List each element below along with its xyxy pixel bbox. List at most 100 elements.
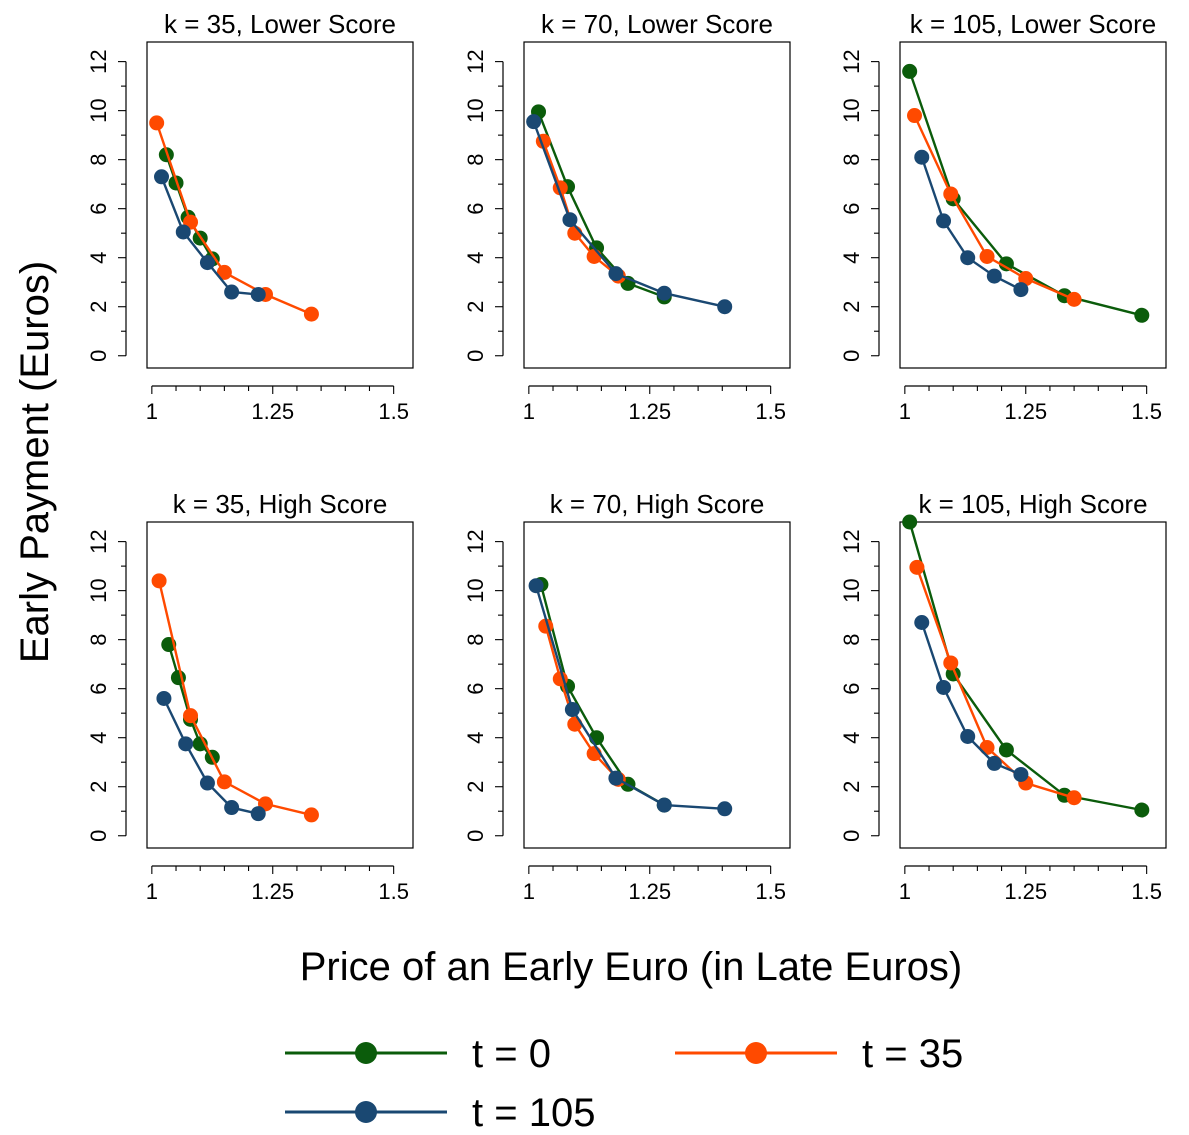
plot-frame bbox=[146, 41, 414, 369]
y-tick-label: 0 bbox=[86, 350, 111, 362]
panel-title: k = 105, High Score bbox=[918, 489, 1147, 519]
y-tick-label: 10 bbox=[839, 98, 864, 122]
y-tick-label: 4 bbox=[463, 252, 488, 264]
data-point bbox=[567, 716, 583, 732]
series-line bbox=[534, 585, 725, 810]
x-tick-label: 1.25 bbox=[1004, 879, 1047, 904]
data-point bbox=[526, 114, 542, 130]
data-point bbox=[1066, 790, 1082, 806]
data-point bbox=[656, 285, 672, 301]
data-point bbox=[1066, 291, 1082, 307]
data-point bbox=[528, 578, 544, 594]
plot-frame bbox=[899, 41, 1167, 369]
legend-label: t = 35 bbox=[862, 1032, 963, 1076]
data-point bbox=[1013, 766, 1029, 782]
plot-frame bbox=[899, 521, 1167, 849]
x-tick-label: 1 bbox=[146, 399, 158, 424]
x-axis-label: Price of an Early Euro (in Late Euros) bbox=[300, 945, 963, 989]
data-point bbox=[156, 690, 172, 706]
data-point bbox=[586, 248, 602, 264]
data-point bbox=[909, 559, 925, 575]
x-tick-label: 1.25 bbox=[251, 879, 294, 904]
panel-k-105-lower-score: k = 105, Lower Score 0 2 4 6 8 10 12 1 1.25 1.5 bbox=[839, 9, 1167, 424]
data-point bbox=[717, 299, 733, 315]
data-point bbox=[936, 679, 952, 695]
data-point bbox=[224, 800, 240, 816]
y-tick-label: 2 bbox=[463, 301, 488, 313]
data-point bbox=[250, 286, 266, 302]
series-line bbox=[157, 580, 312, 817]
legend: t = 0 t = 35 t = 105 bbox=[285, 1032, 963, 1135]
series-line bbox=[542, 140, 620, 278]
x-tick-label: 1.25 bbox=[628, 879, 671, 904]
y-tick-label: 2 bbox=[463, 781, 488, 793]
data-point bbox=[199, 775, 215, 791]
series-line bbox=[532, 121, 725, 308]
x-tick-label: 1.5 bbox=[1131, 399, 1162, 424]
data-point bbox=[183, 708, 199, 724]
legend-item-t-0: t = 0 bbox=[285, 1032, 551, 1076]
data-point bbox=[656, 797, 672, 813]
data-point bbox=[998, 256, 1014, 272]
y-tick-label: 6 bbox=[839, 203, 864, 215]
series-t-35 bbox=[535, 133, 626, 284]
panel-k-35-lower-score: k = 35, Lower Score 0 2 4 6 8 10 12 1 1.25 1.5 bbox=[86, 9, 414, 424]
series-t-0 bbox=[531, 104, 672, 305]
data-point bbox=[979, 740, 995, 756]
legend-swatch-marker bbox=[355, 1101, 377, 1123]
y-tick-label: 12 bbox=[463, 529, 488, 553]
panel-title: k = 70, Lower Score bbox=[541, 9, 773, 39]
y-tick-label: 6 bbox=[839, 683, 864, 695]
data-point bbox=[175, 224, 191, 240]
data-point bbox=[717, 801, 733, 817]
y-tick-label: 6 bbox=[86, 683, 111, 695]
data-point bbox=[151, 573, 167, 589]
legend-label: t = 105 bbox=[472, 1091, 595, 1135]
x-tick-label: 1.25 bbox=[628, 399, 671, 424]
y-tick-label: 6 bbox=[86, 203, 111, 215]
data-point bbox=[303, 306, 319, 322]
legend-swatch-marker bbox=[355, 1042, 377, 1064]
y-tick-label: 4 bbox=[86, 732, 111, 744]
y-tick-label: 8 bbox=[463, 634, 488, 646]
x-tick-label: 1.25 bbox=[1004, 399, 1047, 424]
data-point bbox=[199, 255, 215, 271]
data-point bbox=[178, 736, 194, 752]
data-point bbox=[979, 248, 995, 264]
data-point bbox=[960, 250, 976, 266]
y-tick-label: 12 bbox=[86, 529, 111, 553]
data-point bbox=[998, 742, 1014, 758]
x-tick-label: 1 bbox=[523, 879, 535, 904]
data-point bbox=[216, 774, 232, 790]
data-point bbox=[154, 169, 170, 185]
x-tick-label: 1 bbox=[523, 399, 535, 424]
plot-frame bbox=[146, 521, 414, 849]
series-t-105 bbox=[154, 169, 266, 302]
y-tick-label: 2 bbox=[86, 781, 111, 793]
y-tick-label: 8 bbox=[86, 154, 111, 166]
y-tick-label: 4 bbox=[463, 732, 488, 744]
data-point bbox=[936, 213, 952, 229]
y-tick-label: 8 bbox=[86, 634, 111, 646]
y-tick-label: 6 bbox=[463, 203, 488, 215]
series-t-0 bbox=[533, 577, 672, 813]
data-point bbox=[303, 807, 319, 823]
series-t-35 bbox=[909, 559, 1082, 806]
data-point bbox=[902, 514, 918, 530]
x-tick-label: 1.5 bbox=[1131, 879, 1162, 904]
data-point bbox=[943, 186, 959, 202]
plot-frame bbox=[523, 521, 791, 849]
data-point bbox=[224, 284, 240, 300]
x-tick-label: 1.25 bbox=[251, 399, 294, 424]
panel-k-70-high-score: k = 70, High Score 0 2 4 6 8 10 12 1 1.25 1.5 bbox=[463, 489, 791, 904]
x-tick-label: 1.5 bbox=[755, 399, 786, 424]
y-tick-label: 10 bbox=[86, 578, 111, 602]
data-point bbox=[960, 728, 976, 744]
x-tick-label: 1.5 bbox=[378, 399, 409, 424]
y-tick-label: 8 bbox=[463, 154, 488, 166]
x-tick-label: 1 bbox=[146, 879, 158, 904]
legend-item-t-105: t = 105 bbox=[285, 1091, 595, 1135]
y-tick-label: 4 bbox=[839, 252, 864, 264]
